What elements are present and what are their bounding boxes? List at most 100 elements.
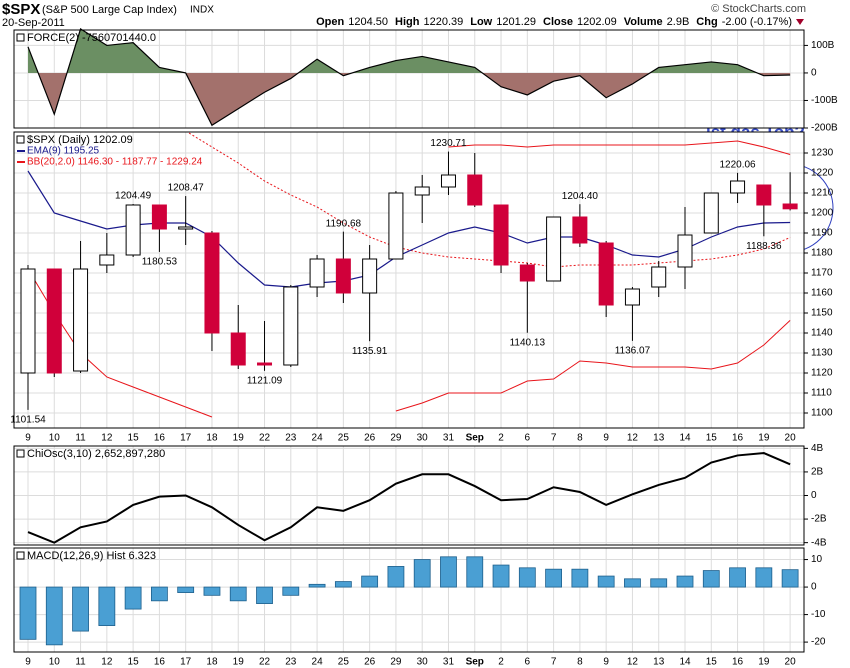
y-tick-label: -200B bbox=[811, 123, 838, 134]
histogram-bar bbox=[676, 575, 694, 588]
x-tick-label: 24 bbox=[312, 657, 324, 668]
histogram-bar bbox=[19, 586, 37, 640]
histogram-bar bbox=[256, 586, 273, 604]
x-tick-label: 22 bbox=[259, 433, 271, 444]
histogram-bar bbox=[98, 586, 116, 626]
quote-value: 1220.39 bbox=[423, 16, 463, 28]
x-tick-label: 12 bbox=[627, 433, 639, 444]
high-label: 1204.40 bbox=[562, 191, 599, 202]
candle-body bbox=[624, 288, 640, 306]
candle-body bbox=[730, 180, 746, 194]
low-label: 1121.09 bbox=[247, 375, 283, 386]
candle-body bbox=[204, 232, 220, 334]
candle-body bbox=[20, 268, 36, 374]
y-tick-label: 100B bbox=[811, 40, 835, 51]
x-tick-label: Sep bbox=[466, 657, 484, 668]
candle-body bbox=[46, 268, 62, 374]
candle-body bbox=[73, 268, 89, 372]
y-tick-label: 1130 bbox=[811, 348, 833, 359]
x-tick-label: 19 bbox=[758, 433, 770, 444]
candle-body bbox=[335, 258, 351, 294]
histogram-bar bbox=[177, 586, 195, 593]
y-tick-label: 0 bbox=[811, 68, 817, 79]
y-tick-label: -10 bbox=[811, 609, 826, 620]
x-tick-label: 26 bbox=[364, 657, 376, 668]
x-tick-label: 31 bbox=[443, 433, 455, 444]
y-tick-label: 1180 bbox=[811, 248, 833, 259]
histogram-bar bbox=[545, 568, 562, 588]
panel-title: MACD(12,26,9) Hist 6.323 bbox=[27, 550, 156, 562]
panel-background bbox=[14, 132, 804, 428]
y-tick-label: 1210 bbox=[811, 188, 834, 199]
x-tick-label: 12 bbox=[627, 657, 639, 668]
histogram-bar bbox=[702, 570, 720, 588]
panel-frame bbox=[13, 29, 805, 129]
candle-body bbox=[598, 242, 614, 306]
x-tick-label: 19 bbox=[233, 657, 245, 668]
histogram-bar bbox=[203, 586, 221, 596]
y-tick-label: -2B bbox=[811, 514, 827, 525]
x-tick-label: 18 bbox=[206, 433, 218, 444]
x-tick-label: 9 bbox=[25, 657, 31, 668]
x-tick-label: 18 bbox=[206, 657, 218, 668]
high-label: 1190.68 bbox=[326, 218, 362, 229]
x-tick-label: 29 bbox=[390, 433, 402, 444]
histogram-bar bbox=[492, 564, 510, 588]
oscillator-line bbox=[27, 452, 791, 544]
quote-value: 1202.09 bbox=[577, 16, 617, 28]
candle-body bbox=[414, 186, 430, 196]
quote-value: 2.9B bbox=[667, 16, 690, 28]
low-label: 1180.53 bbox=[142, 257, 178, 268]
x-tick-label: 12 bbox=[101, 657, 113, 668]
x-tick-label: 19 bbox=[758, 657, 770, 668]
y-tick-label: 1230 bbox=[811, 148, 834, 159]
histogram-bar bbox=[150, 586, 168, 602]
y-tick-label: 1100 bbox=[811, 408, 833, 419]
candle-body bbox=[756, 184, 772, 206]
candle-body bbox=[151, 204, 167, 230]
low-label: 1135.91 bbox=[352, 346, 388, 357]
x-tick-label: 8 bbox=[577, 433, 583, 444]
high-label: 1208.47 bbox=[168, 183, 205, 194]
quote-value: 1204.50 bbox=[348, 16, 388, 28]
low-label: 1136.07 bbox=[615, 346, 651, 357]
candle-body bbox=[125, 204, 141, 256]
x-tick-label: 20 bbox=[785, 657, 797, 668]
low-label: 1101.54 bbox=[10, 415, 46, 426]
histogram-bar bbox=[624, 578, 641, 588]
x-tick-label: 14 bbox=[679, 433, 691, 444]
quote-line: Open 1204.50 High 1220.39 Low 1201.29 Close 120… bbox=[316, 16, 792, 28]
x-tick-label: 25 bbox=[338, 433, 350, 444]
histogram-bar bbox=[413, 559, 431, 588]
x-tick-label: 16 bbox=[732, 433, 744, 444]
y-tick-label: 1110 bbox=[811, 388, 832, 399]
x-tick-label: 30 bbox=[417, 657, 429, 668]
panel-background bbox=[14, 548, 804, 652]
date: 20-Sep-2011 bbox=[2, 17, 65, 29]
y-tick-label: 0 bbox=[811, 490, 817, 501]
panel-title: ChiOsc(3,10) 2,652,897,280 bbox=[27, 448, 165, 460]
x-tick-label: 25 bbox=[338, 657, 350, 668]
quote-label: Volume bbox=[624, 16, 663, 28]
histogram-bar bbox=[518, 567, 536, 588]
x-tick-label: 14 bbox=[679, 657, 691, 668]
panel-frame bbox=[13, 445, 805, 546]
x-tick-label: 15 bbox=[706, 657, 718, 668]
histogram-bar bbox=[466, 556, 484, 588]
x-tick-label: 31 bbox=[443, 657, 455, 668]
x-tick-label: 6 bbox=[525, 657, 531, 668]
panel-frame bbox=[13, 547, 805, 653]
histogram-bar bbox=[124, 586, 142, 610]
x-tick-label: 11 bbox=[75, 657, 86, 668]
x-tick-label: 2 bbox=[498, 657, 504, 668]
title-swatch bbox=[16, 551, 25, 560]
y-tick-label: 2B bbox=[811, 467, 824, 478]
x-tick-label: 10 bbox=[49, 657, 61, 668]
candle-body bbox=[440, 174, 456, 188]
quote-label: Low bbox=[470, 16, 492, 28]
y-tick-label: 0 bbox=[811, 582, 817, 593]
candle-body bbox=[388, 192, 404, 260]
x-tick-label: 23 bbox=[285, 657, 297, 668]
y-tick-label: -20 bbox=[811, 637, 826, 648]
